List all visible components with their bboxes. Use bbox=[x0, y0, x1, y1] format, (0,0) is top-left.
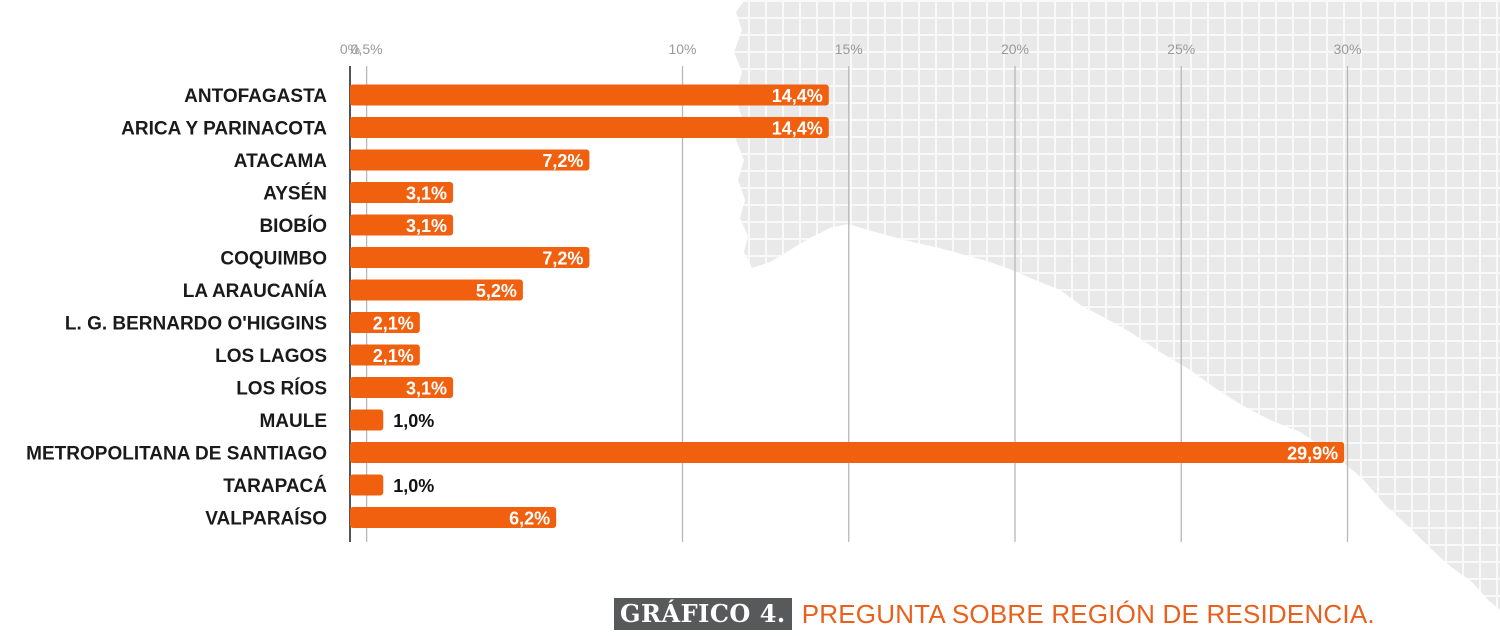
data-label: 6,2% bbox=[509, 509, 550, 529]
bar bbox=[350, 84, 829, 106]
category-label: COQUIMBO bbox=[220, 249, 327, 270]
category-label: METROPOLITANA DE SANTIAGO bbox=[26, 444, 327, 465]
data-label: 2,1% bbox=[373, 346, 414, 366]
category-label: MAULE bbox=[259, 411, 327, 432]
chart-title: GRÁFICO 4. PREGUNTA SOBRE REGIÓN DE RESI… bbox=[614, 598, 1375, 630]
x-tick-label: 15% bbox=[835, 41, 863, 57]
data-label: 5,2% bbox=[476, 281, 517, 301]
bar bbox=[350, 247, 590, 268]
data-label: 14,4% bbox=[772, 119, 823, 139]
data-label: 7,2% bbox=[542, 249, 583, 269]
category-label: LOS LAGOS bbox=[215, 346, 327, 367]
bar bbox=[350, 312, 420, 333]
data-label: 1,0% bbox=[393, 476, 434, 496]
bar bbox=[350, 474, 384, 496]
bar bbox=[350, 442, 1345, 463]
x-tick-label: 25% bbox=[1167, 41, 1195, 57]
data-label: 7,2% bbox=[542, 151, 583, 171]
category-label: LA ARAUCANÍA bbox=[183, 280, 328, 302]
data-label: 14,4% bbox=[772, 86, 823, 106]
x-tick-label: 20% bbox=[1001, 41, 1029, 57]
torn-paper-background bbox=[734, 0, 1500, 610]
category-label: LOS RÍOS bbox=[236, 378, 327, 400]
x-tick-label: 0,5% bbox=[351, 41, 383, 57]
x-tick-label: 10% bbox=[668, 41, 696, 57]
x-tick-label: 0% bbox=[340, 41, 360, 57]
bar bbox=[350, 182, 454, 203]
x-tick-label: 30% bbox=[1333, 41, 1361, 57]
bar bbox=[350, 377, 454, 398]
data-label: 3,1% bbox=[406, 379, 447, 399]
category-label: TARAPACÁ bbox=[223, 475, 327, 497]
category-label: VALPARAÍSO bbox=[205, 508, 327, 530]
data-label: 3,1% bbox=[406, 184, 447, 204]
chart-title-text: PREGUNTA SOBRE REGIÓN DE RESIDENCIA. bbox=[801, 599, 1375, 629]
data-label: 29,9% bbox=[1287, 444, 1338, 464]
data-label: 2,1% bbox=[373, 314, 414, 334]
bar bbox=[350, 344, 420, 366]
category-label: BIOBÍO bbox=[259, 215, 327, 237]
bar bbox=[350, 279, 523, 301]
category-label: L. G. BERNARDO O'HIGGINS bbox=[65, 314, 327, 335]
bar bbox=[350, 409, 384, 431]
bar bbox=[350, 149, 590, 171]
bar bbox=[350, 214, 454, 236]
category-label: AYSÉN bbox=[263, 183, 327, 205]
data-label: 3,1% bbox=[406, 216, 447, 236]
data-label: 1,0% bbox=[393, 411, 434, 431]
bar bbox=[350, 117, 829, 138]
bar bbox=[350, 507, 557, 528]
category-label: ANTOFAGASTA bbox=[184, 86, 327, 107]
category-label: ARICA Y PARINACOTA bbox=[121, 119, 327, 140]
chart-title-tag: GRÁFICO 4. bbox=[614, 598, 792, 630]
category-label: ATACAMA bbox=[234, 151, 327, 172]
